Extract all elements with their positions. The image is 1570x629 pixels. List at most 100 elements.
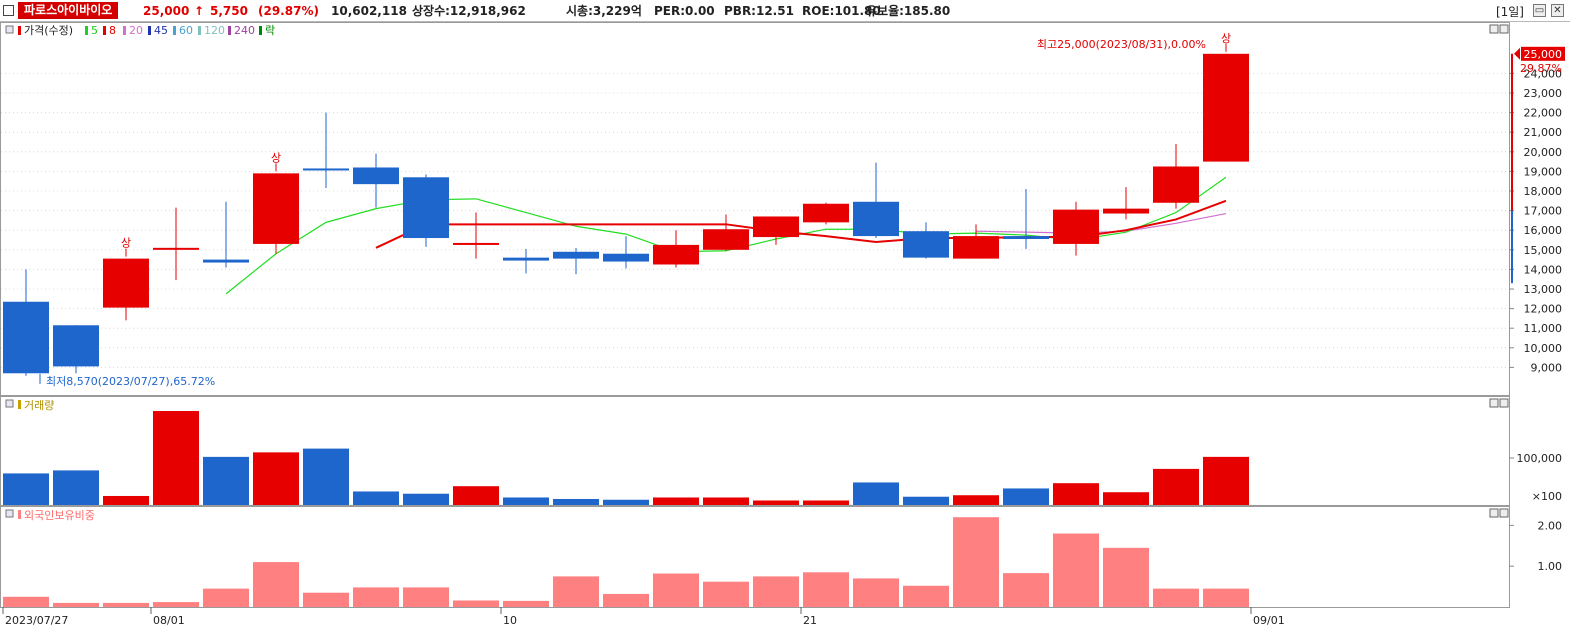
- legend-price: 가격(수정): [24, 24, 73, 37]
- y-tick-label: 15,000: [1524, 244, 1563, 257]
- foreign-ratio-bar: [853, 578, 899, 607]
- candle-body: [603, 253, 649, 262]
- limit-up-label: 상: [271, 151, 281, 164]
- price-panel-buttons[interactable]: [1489, 24, 1509, 34]
- foreign-ratio-bar: [3, 596, 49, 607]
- volume-tick-label: 100,000: [1517, 452, 1563, 465]
- y-tick-label: 14,000: [1524, 263, 1563, 276]
- candle-body: [903, 231, 949, 258]
- candle-body: [353, 167, 399, 185]
- volume-bar: [353, 491, 399, 505]
- candle: [203, 201, 249, 268]
- volume-bar: [703, 497, 749, 505]
- candle: [1203, 53, 1249, 162]
- panel-close-icon[interactable]: [1499, 24, 1509, 34]
- volume-bar: [403, 493, 449, 505]
- candle-body: [53, 325, 99, 367]
- volume-unit-label: ×100: [1532, 490, 1562, 503]
- candle-body: [1153, 166, 1199, 203]
- foreign-ratio-bar: [903, 585, 949, 607]
- pbr-value: PBR:12.51: [724, 4, 794, 18]
- x-tick-label: 21: [803, 614, 817, 627]
- volume-bar: [3, 473, 49, 505]
- y-tick-label: 13,000: [1524, 283, 1563, 296]
- candlesticks: [3, 53, 1249, 376]
- y-tick-label: 17,000: [1524, 205, 1563, 218]
- foreign-panel-buttons[interactable]: [1489, 508, 1509, 518]
- legend-ma20: 20: [129, 24, 143, 37]
- candle-body: [1003, 236, 1049, 240]
- foreign-tick-label: 2.00: [1538, 519, 1563, 532]
- candle: [353, 153, 399, 208]
- candle: [603, 236, 649, 269]
- candle: [653, 230, 699, 268]
- foreign-ratio-bar: [1053, 533, 1099, 607]
- panel-close-icon[interactable]: [1499, 398, 1509, 408]
- volume-bars: 100,000 ×100: [3, 411, 1562, 505]
- y-tick-label: 24,000: [1524, 67, 1563, 80]
- candle-body: [853, 201, 899, 237]
- y-tick-label: 19,000: [1524, 165, 1563, 178]
- candle-body: [403, 177, 449, 239]
- panel-restore-icon[interactable]: [1489, 398, 1499, 408]
- y-tick-label: 16,000: [1524, 224, 1563, 237]
- candle: [753, 216, 799, 245]
- low-annotation: 최저8,570(2023/07/27),65.72%: [46, 375, 215, 388]
- foreign-ratio-bar: [103, 602, 149, 607]
- close-icon[interactable]: ✕: [1551, 4, 1564, 17]
- candle-body: [303, 168, 349, 171]
- volume-bar: [753, 500, 799, 505]
- foreign-ratio-bar: [753, 576, 799, 607]
- panel-restore-icon[interactable]: [1489, 24, 1499, 34]
- per-value: PER:0.00: [654, 4, 715, 18]
- last-price-marker: [1514, 47, 1520, 60]
- stock-chart[interactable]: 상상상최고25,000(2023/08/31),0.00%최저8,570(202…: [0, 22, 1570, 629]
- candle-body: [3, 301, 49, 374]
- roe-value: ROE:101.80: [802, 4, 881, 18]
- candle: [403, 174, 449, 247]
- price-panel-frame: [0, 22, 1510, 396]
- candle: [1003, 189, 1049, 249]
- volume-bar: [1203, 456, 1249, 505]
- stock-name[interactable]: 파로스아이바이오: [18, 2, 119, 19]
- ma20-line: [975, 212, 1227, 234]
- foreign-ratio-bar: [603, 593, 649, 607]
- price-annotations: 상상상최고25,000(2023/08/31),0.00%최저8,570(202…: [39, 32, 1231, 388]
- candle: [453, 212, 499, 259]
- shares-listed: 상장수:12,918,962: [412, 4, 526, 18]
- volume-bar: [303, 448, 349, 505]
- legend-ma45: 45: [154, 24, 168, 37]
- stock-info-bar: 파로스아이바이오 25,000 ↑ 5,750 (29.87%) 10,602,…: [0, 0, 1570, 22]
- candle-body: [453, 242, 499, 245]
- candle: [553, 247, 599, 275]
- volume-bar: [103, 495, 149, 505]
- period-selector[interactable]: [1일]: [1495, 5, 1524, 19]
- foreign-legend: 외국인보유비중: [5, 509, 95, 522]
- volume-bar: [1003, 488, 1049, 505]
- volume-bar: [1053, 483, 1099, 505]
- foreign-ratio-bar: [53, 602, 99, 607]
- volume-panel-buttons[interactable]: [1489, 398, 1509, 408]
- volume-bar: [803, 500, 849, 505]
- candle: [53, 325, 99, 374]
- y-tick-label: 20,000: [1524, 146, 1563, 159]
- candle-body: [1053, 209, 1099, 244]
- candle: [1103, 187, 1149, 220]
- candle: [153, 207, 199, 281]
- volume-panel-frame: [0, 396, 1510, 506]
- candle-body: [553, 251, 599, 259]
- volume-bar: [903, 496, 949, 505]
- candle: [1153, 143, 1199, 209]
- foreign-ratio-bar: [353, 587, 399, 607]
- foreign-ratio-bar: [153, 602, 199, 607]
- foreign-tick-label: 1.00: [1538, 560, 1563, 573]
- legend-ma240: 240: [234, 24, 255, 37]
- volume-bar: [153, 411, 199, 505]
- panel-close-icon[interactable]: [1499, 508, 1509, 518]
- foreign-ratio-bar: [403, 587, 449, 607]
- candle: [303, 112, 349, 189]
- restore-icon[interactable]: ▭: [1533, 4, 1546, 17]
- candle: [3, 269, 49, 376]
- select-checkbox[interactable]: [3, 5, 14, 16]
- panel-restore-icon[interactable]: [1489, 508, 1499, 518]
